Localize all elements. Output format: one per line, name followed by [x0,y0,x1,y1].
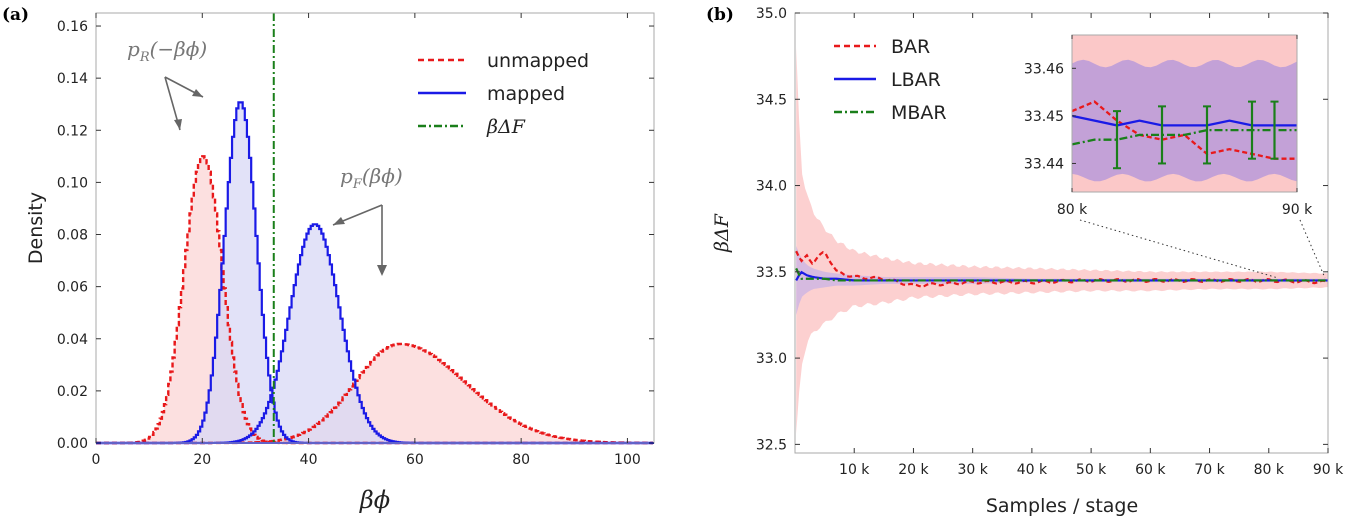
inset-bands [1072,35,1297,192]
y-tick-label: 0.06 [57,280,88,296]
x-tick-label: 20 [193,452,211,468]
inset-x-tick-label: 90 k [1282,202,1313,218]
panel-a: (a) 0 20 40 60 80 100 0.00 0.02 0.04 0.06 0.08 0.1… [2,5,655,514]
panel-b-legend: BAR LBAR MBAR [834,36,947,124]
legend-label-unmapped: unmapped [487,50,589,72]
panel-b-lines [795,250,1329,288]
x-tick-label: 10 k [839,462,870,478]
inset-line-LBAR [1071,114,1297,127]
inset-ticks: 33.44 33.45 33.46 80 k 90 k [1024,35,1313,218]
line-MBAR [795,267,1328,282]
y-tick-label: 34.0 [756,179,787,195]
x-tick-label: 0 [92,452,101,468]
x-tick-label: 80 k [1254,462,1285,478]
panel-a-frame [95,12,655,444]
y-tick-label: 0.16 [57,19,88,35]
y-tick-label: 0.14 [57,71,88,87]
panel-b-x-label: Samples / stage [986,495,1138,517]
annotation-pr-arrowhead-1 [192,89,203,97]
inset-connector-right [1299,219,1326,279]
x-tick-label: 40 k [1017,462,1048,478]
annotation-pf-label: pF(βϕ) [340,164,403,192]
panel-b-tag: (b) [706,5,734,25]
x-tick-label: 100 [614,452,641,468]
y-tick-label: 0.00 [57,436,88,452]
inset-line-MBAR [1071,129,1297,146]
annotation-pr-arrowhead-2 [174,119,182,130]
x-tick-label: 60 k [1135,462,1166,478]
panel-a-fills [96,102,654,444]
x-tick-label: 30 k [957,462,988,478]
y-tick-label: 0.08 [57,228,88,244]
panel-b-x-ticks: 10 k 20 k 30 k 40 k 50 k 60 k 70 k 80 k 90 k [839,13,1344,478]
x-tick-label: 60 [406,452,424,468]
y-tick-label: 33.0 [756,351,787,367]
line-unmapped-1 [96,342,653,445]
area-unmapped-0 [96,156,654,443]
panel-b-y-label: βΔF [711,213,733,253]
y-tick-label: 0.12 [57,123,88,139]
inset-y-tick-label: 33.46 [1024,61,1064,77]
x-tick-label: 50 k [1076,462,1107,478]
inset-frame [1071,34,1298,193]
panel-b-y-ticks: 32.5 33.0 33.5 34.0 34.5 35.0 [756,6,1328,453]
inset-band-LBAR [1072,59,1297,182]
inset-x-tick-label: 80 k [1057,202,1088,218]
panel-a-x-label: βϕ [359,486,390,514]
panel-a-x-ticks: 0 20 40 60 80 100 [92,13,641,468]
x-tick-label: 90 k [1313,462,1344,478]
annotation-pf: pF(βϕ) [332,164,403,276]
inset-y-tick-label: 33.44 [1024,156,1064,172]
panel-b: (b) 10 k 20 k 30 k 40 k 50 k 60 k 70 k 80 k 90 k… [706,5,1344,517]
panel-a-legend: unmapped mapped βΔF [418,50,589,138]
legend-label-mbar: MBAR [891,102,947,124]
y-tick-label: 35.0 [756,6,787,22]
inset-y-tick-label: 33.45 [1024,109,1064,125]
inset-connector-left [1079,219,1279,279]
legend-label-betadf: βΔF [486,116,526,138]
x-tick-label: 20 k [898,462,929,478]
y-tick-label: 34.5 [756,92,787,108]
panel-a-tag: (a) [2,5,29,25]
annotation-pr: pR(−βϕ) [127,37,207,131]
area-unmapped-1 [96,343,654,443]
legend-label-mapped: mapped [487,83,565,105]
annotation-pf-arrowhead-1 [333,217,345,225]
y-tick-label: 32.5 [756,437,787,453]
annotation-pf-arrowhead-2 [377,265,387,276]
area-mapped-0 [96,102,654,444]
y-tick-label: 0.02 [57,384,88,400]
y-tick-label: 33.5 [756,265,787,281]
inset: 33.44 33.45 33.46 80 k 90 k [1024,34,1326,279]
y-tick-label: 0.10 [57,175,88,191]
x-tick-label: 40 [300,452,318,468]
x-tick-label: 80 [512,452,530,468]
annotation-pr-label: pR(−βϕ) [127,37,207,65]
y-tick-label: 0.04 [57,332,88,348]
panel-b-frame [794,12,1329,454]
legend-label-bar: BAR [891,36,930,58]
inset-lines [1071,100,1297,170]
inset-line-BAR [1071,100,1297,160]
legend-label-lbar: LBAR [891,69,941,91]
panel-a-y-ticks: 0.00 0.02 0.04 0.06 0.08 0.10 0.12 0.14 0.16 [57,19,654,452]
x-tick-label: 70 k [1194,462,1225,478]
panel-a-y-label: Density [25,192,47,264]
